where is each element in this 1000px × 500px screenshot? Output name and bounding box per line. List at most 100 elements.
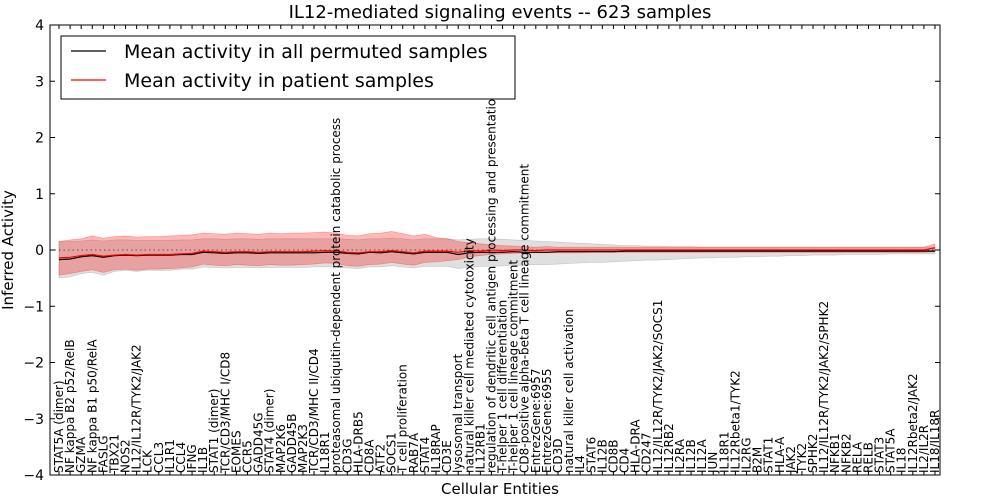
legend-label-patient: Mean activity in patient samples [124, 70, 434, 92]
x-tick-label: CD3D [551, 439, 565, 474]
x-tick-label: SOCS1 [385, 432, 399, 473]
x-tick-label: CD247 [640, 432, 654, 473]
x-tick-label: GADD45B [285, 414, 299, 474]
x-tick-label: RELB [862, 442, 876, 473]
x-tick-label: IL12/IL12R/TYK2/JAK2/SPHK2 [817, 301, 831, 473]
x-tick-label: JAK2 [784, 446, 798, 474]
y-tick-label: 4 [35, 18, 44, 34]
x-tick-label: IL12/IL12R/TYK2/JAK2/SOCS1 [651, 300, 665, 473]
legend-box [60, 35, 516, 100]
x-tick-label: CCL3 [152, 442, 166, 473]
y-tick-label: 2 [35, 131, 44, 147]
x-tick-label: IL1R1 [163, 439, 177, 473]
x-tick-label: IL12B [595, 439, 609, 473]
x-tick-label: IFNG [185, 444, 199, 473]
x-tick-label: LCK [141, 449, 155, 473]
x-tick-label: IL12RB2 [662, 423, 676, 473]
x-axis-label: Cellular Entities [441, 480, 559, 498]
x-tick-label: NOS2 [119, 439, 133, 473]
x-tick-label: STAT3 [873, 437, 887, 473]
x-tick-label: NF kappa B2 p52/RelB [63, 339, 77, 473]
x-tick-label: HLA-DRA [629, 419, 643, 473]
y-tick-label: −1 [23, 299, 44, 315]
x-tick-label: IL2RA [673, 438, 687, 473]
x-tick-label: IL12Rbeta2/JAK2 [906, 373, 920, 473]
y-tick-label: 0 [35, 243, 44, 259]
x-tick-label: MAP2K3 [296, 424, 310, 473]
x-tick-label: IL2/IL2R [917, 425, 931, 473]
x-tick-label: RAB7A [407, 432, 421, 473]
x-tick-label: HLA-A [773, 436, 787, 473]
x-tick-label: IL12A [695, 439, 709, 473]
legend: Mean activity in all permuted samples Me… [60, 35, 516, 100]
plot-frame [49, 24, 941, 476]
x-tick-label: MAP2K6 [274, 424, 288, 473]
x-tick-label: IL12B [684, 439, 698, 473]
y-tick-label: −3 [23, 412, 44, 428]
x-tick-label: IL12RB1 [473, 423, 487, 473]
x-tick-label: HLA-DRB5 [351, 411, 365, 473]
x-tick-label: JUN [706, 452, 720, 474]
x-tick-label: regulation of dendritic cell antigen pro… [485, 91, 499, 473]
x-tick-label: STAT6 [584, 437, 598, 473]
x-tick-label: STAT1 [762, 437, 776, 473]
y-axis-ticks: −4 −3 −2 −1 0 1 2 3 4 [23, 18, 940, 484]
x-tick-label: STAT5A [884, 428, 898, 473]
x-tick-label: CD8-positive alpha-beta T cell lineage c… [518, 164, 532, 473]
y-tick-label: −4 [23, 468, 44, 484]
x-tick-label: CCR5 [241, 440, 255, 473]
x-tick-label: RELA [850, 441, 864, 473]
x-tick-label: IL18 [895, 448, 909, 474]
x-tick-label: STAT4 [418, 437, 432, 473]
x-tick-label: IL18/IL18R [928, 410, 942, 473]
activity-bands [58, 231, 936, 279]
x-tick-label: natural killer cell activation [562, 309, 576, 473]
x-tick-label: GZMA [74, 436, 88, 473]
y-tick-label: 3 [35, 74, 44, 90]
band-series-0 [58, 237, 936, 279]
x-tick-label: IL18R1 [717, 432, 731, 473]
chart-title: IL12-mediated signaling events -- 623 sa… [289, 2, 712, 23]
x-tick-label: NFKB1 [828, 433, 842, 473]
legend-label-permuted: Mean activity in all permuted samples [124, 41, 487, 63]
x-tick-label: CD8A [363, 439, 377, 473]
x-tick-label: STAT1 (dimer) [207, 389, 221, 473]
x-tick-label: NFKB2 [839, 433, 853, 473]
x-tick-label: TCR/CD3/MHC II/CD4 [307, 348, 321, 474]
y-tick-label: −2 [23, 356, 44, 372]
x-tick-label: lysosomal transport [451, 353, 465, 473]
series-line-0 [58, 250, 935, 261]
x-tick-label: CD4 [618, 448, 632, 473]
x-tick-label: T-helper 1 cell lineage commitment [507, 260, 521, 474]
x-tick-label: IL12/IL12R/TYK2/JAK2 [130, 344, 144, 473]
x-tick-label: T cell proliferation [396, 364, 410, 474]
x-tick-label: FASLG [96, 435, 110, 473]
series-line-1 [58, 247, 936, 259]
x-tick-label: IL18R1 [318, 432, 332, 473]
x-tick-label: IL2RG [740, 438, 754, 474]
x-tick-label: STAT4 (dimer) [263, 389, 277, 473]
x-tick-label: CCL4 [174, 442, 188, 473]
x-tick-label: B2M [751, 447, 765, 473]
x-tick-label: IL18RAP [429, 424, 443, 473]
x-tick-label: GADD45G [252, 412, 266, 473]
x-tick-label: EntrezGene:6955 [540, 369, 554, 474]
x-tick-label: TBX21 [107, 434, 121, 474]
y-axis-label: Inferred Activity [0, 190, 17, 310]
x-tick-label: SPHK2 [806, 434, 820, 473]
series-lines [58, 247, 936, 261]
x-tick-label: STAT5A (dimer) [52, 380, 66, 473]
x-tick-label: IL4 [573, 455, 587, 473]
x-tick-label: TCR/CD3/MHC I/CD8 [218, 352, 232, 474]
x-tick-label: CD8B [606, 440, 620, 474]
x-tick-label: CD3G [340, 438, 354, 473]
x-tick-label: ATF2 [374, 444, 388, 473]
x-tick-label: T-helper 1 cell differentiation [496, 300, 510, 474]
x-tick-label: IL12Rbeta1/TYK2 [728, 370, 742, 473]
x-tick-label: CD3E [440, 440, 454, 473]
x-tick-label: TYK2 [795, 443, 809, 474]
x-tick-label: proteasomal ubiquitin-dependent protein … [329, 118, 343, 473]
y-tick-label: 1 [35, 187, 44, 203]
